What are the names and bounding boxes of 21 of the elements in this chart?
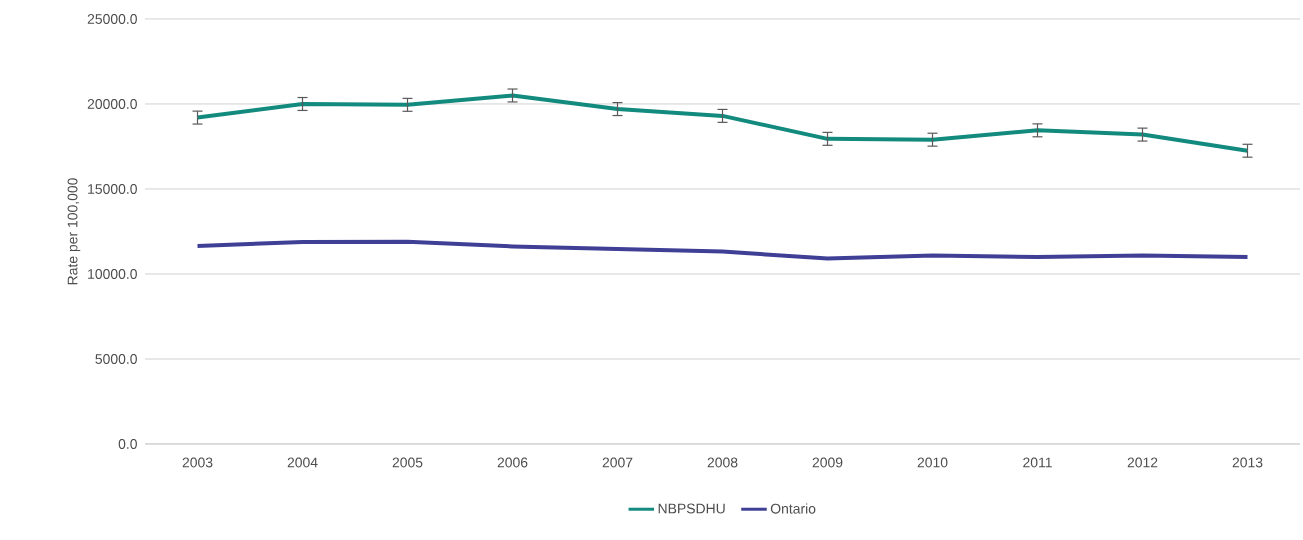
- y-axis-title: Rate per 100,000: [67, 178, 81, 285]
- y-tick-label: 20000.0: [87, 99, 137, 109]
- y-tick-label: 0.0: [118, 439, 137, 449]
- y-tick-label: 5000.0: [95, 354, 137, 364]
- x-tick-label: 2005: [392, 457, 423, 468]
- line-series: [195, 93, 1250, 153]
- x-tick-label: 2009: [812, 457, 843, 468]
- x-tick-label: 2012: [1127, 457, 1158, 468]
- x-tick-label: 2008: [707, 457, 738, 468]
- x-tick-label: 2003: [182, 457, 213, 468]
- x-tick-label: 2011: [1023, 457, 1052, 468]
- y-tick-label: 10000.0: [88, 269, 137, 279]
- y-tick-label: 25000.0: [87, 14, 137, 24]
- x-tick-label: 2007: [602, 457, 633, 468]
- legend-label: NBPSDHU: [658, 503, 725, 514]
- legend-label: Ontario: [770, 503, 816, 514]
- x-tick-label: 2006: [497, 457, 528, 468]
- x-tick-label: 2004: [287, 457, 318, 468]
- y-tick-label: 15000.0: [88, 184, 137, 194]
- x-tick-label: 2013: [1232, 457, 1263, 468]
- x-tick-label: 2010: [917, 457, 948, 468]
